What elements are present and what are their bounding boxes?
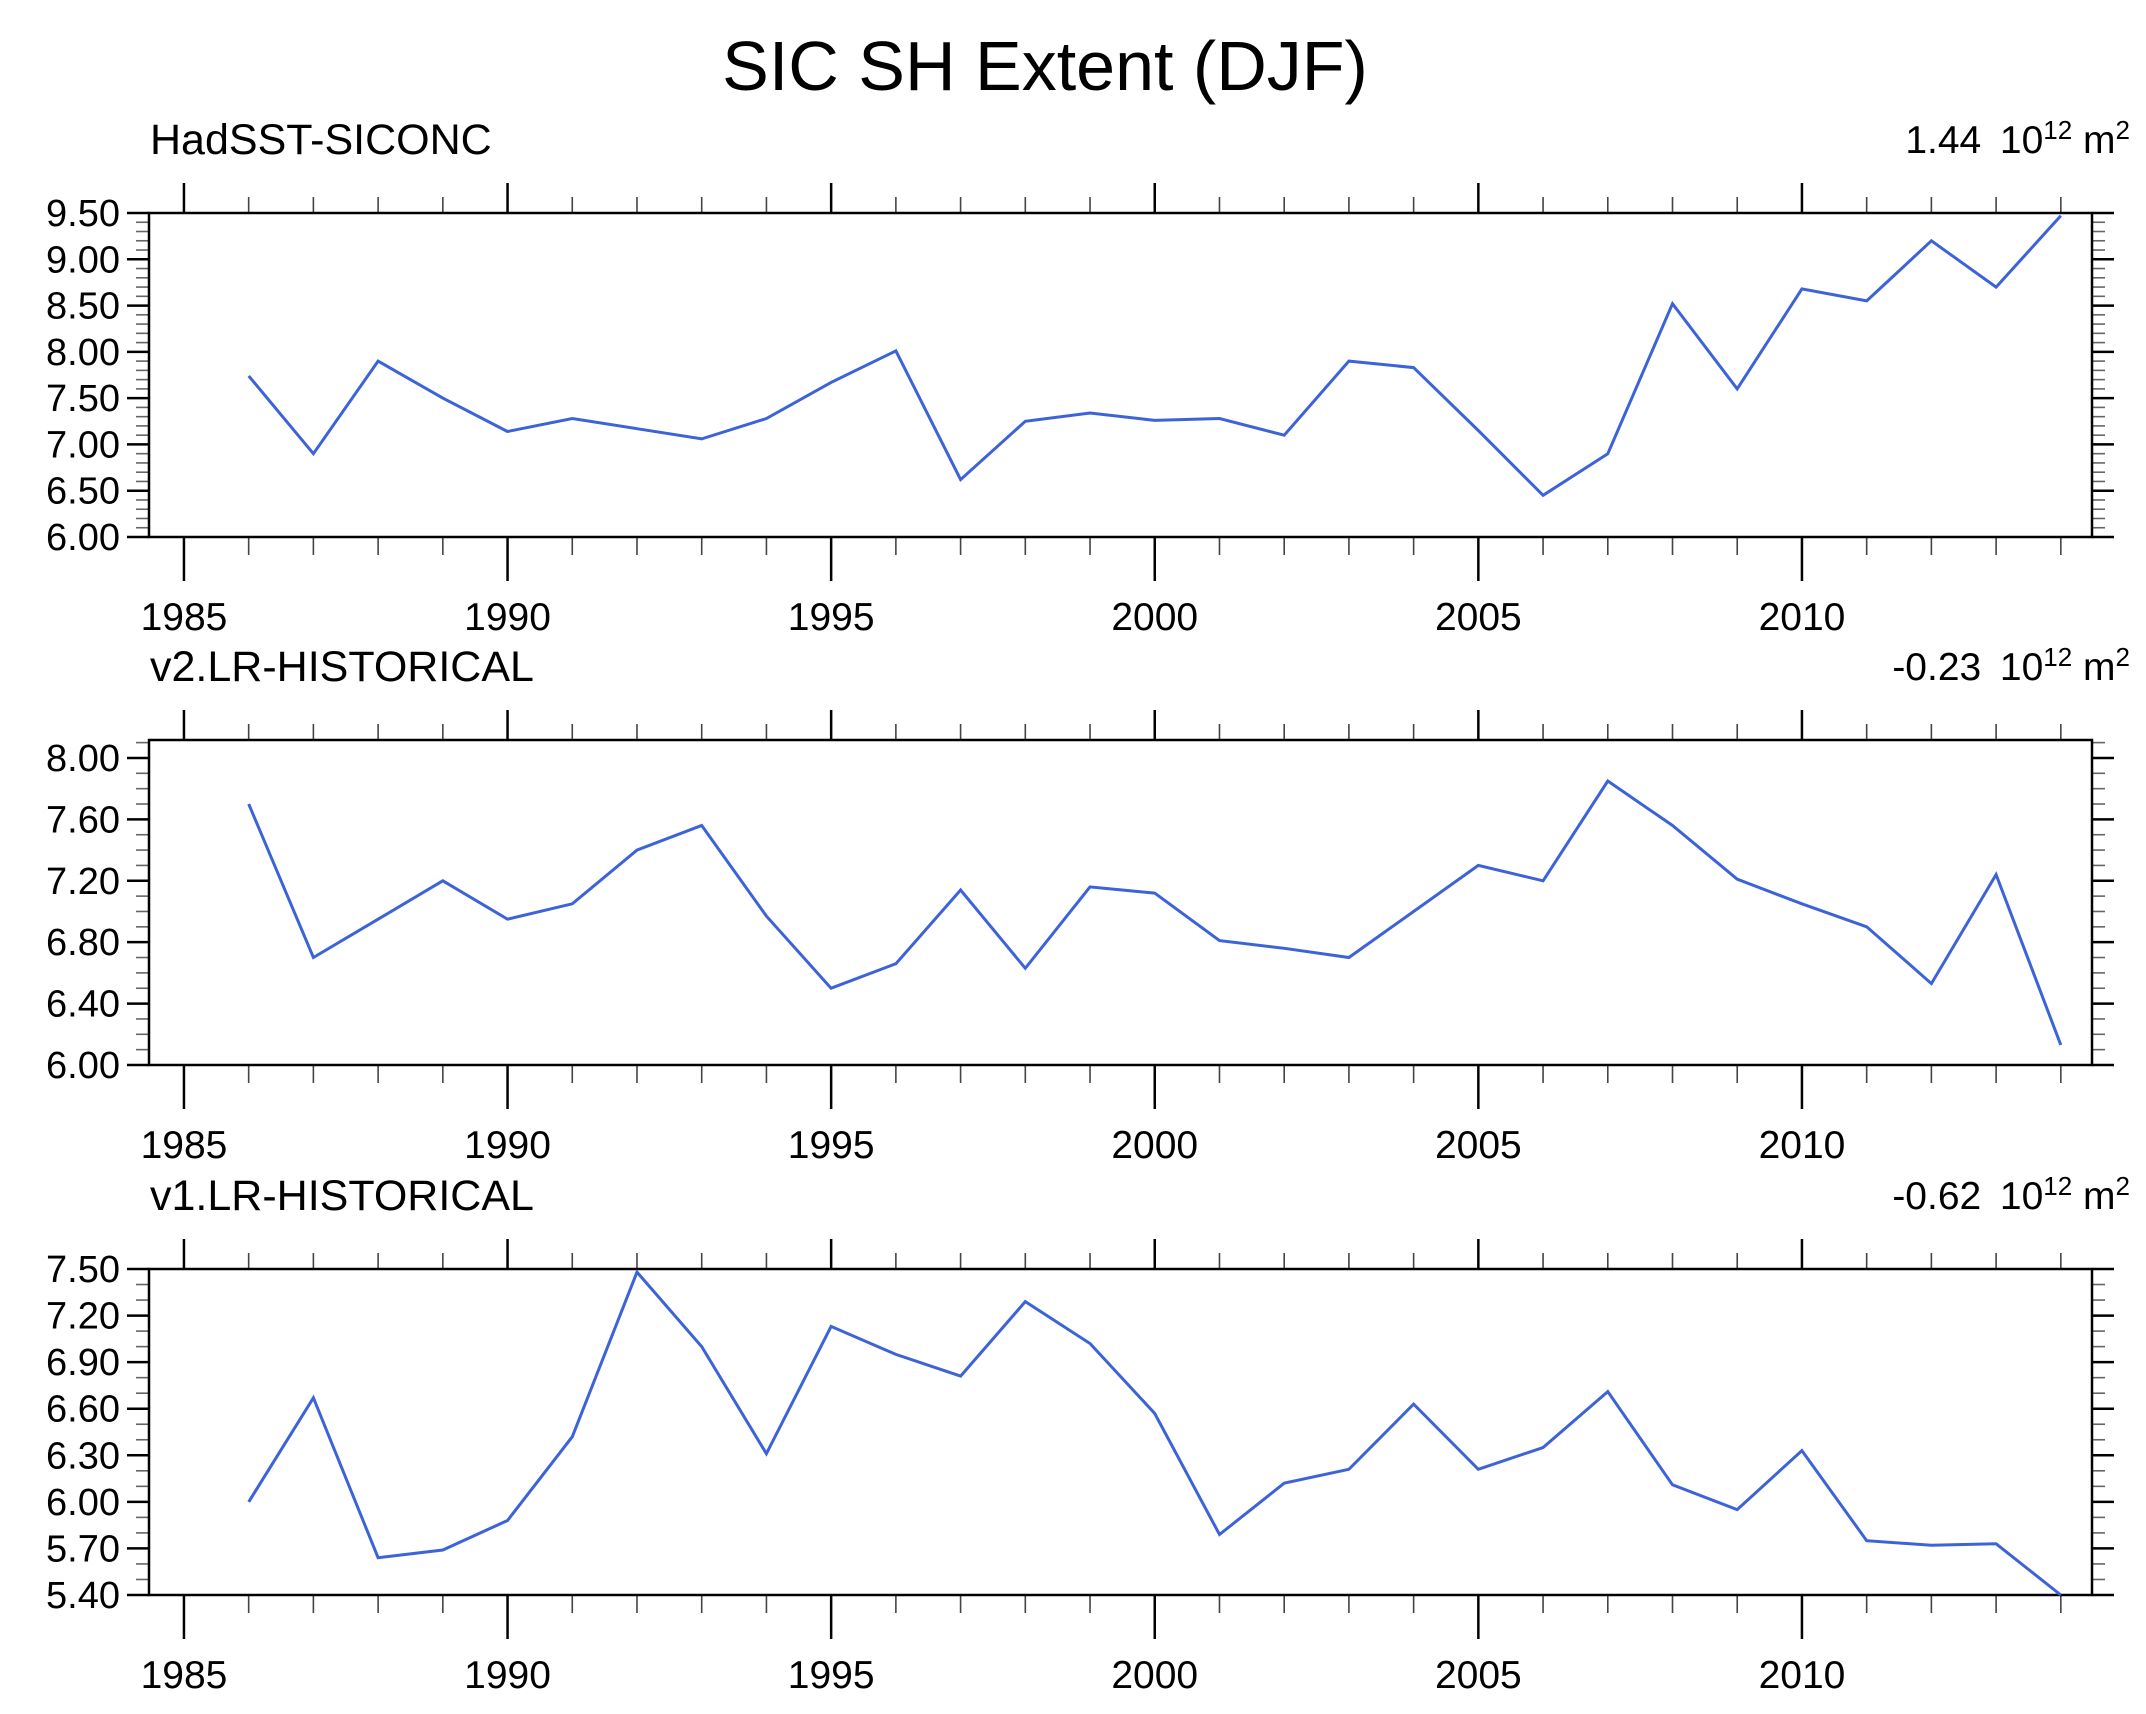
axis-box	[147, 1267, 2094, 1597]
x-tick-label: 1995	[788, 1654, 875, 1697]
x-tick-label: 2005	[1435, 1124, 1522, 1167]
axis-box	[147, 738, 2094, 1067]
y-tick-label: 6.80	[46, 922, 120, 964]
annotation-unit-exponent: 2	[2115, 115, 2130, 145]
y-tick-label: 7.20	[46, 1296, 120, 1338]
x-tick-label: 1990	[464, 596, 551, 639]
x-tick-label: 1990	[464, 1654, 551, 1697]
series-line	[247, 778, 2063, 1046]
axis-box	[147, 211, 2094, 539]
x-tick-label: 2005	[1435, 1654, 1522, 1697]
y-tick-label: 6.00	[46, 517, 120, 559]
y-tick-label: 7.50	[46, 378, 120, 420]
y-tick-label: 7.20	[46, 861, 120, 903]
series-line	[247, 1269, 2062, 1597]
y-tick-label: 8.00	[46, 332, 120, 374]
y-tick-label: 8.00	[46, 738, 120, 780]
y-tick-label: 6.60	[46, 1389, 120, 1431]
x-tick-label: 1985	[141, 1654, 228, 1697]
y-tick-label: 6.00	[46, 1045, 120, 1087]
y-tick-label: 5.70	[46, 1528, 120, 1570]
annotation-mantissa: 10	[1999, 1175, 2044, 1218]
x-tick-label: 2005	[1435, 596, 1522, 639]
x-tick-label: 2010	[1759, 1124, 1846, 1167]
x-tick-label: 1985	[141, 596, 228, 639]
annotation-exponent: 12	[2043, 1171, 2073, 1201]
x-tick-label: 2000	[1111, 1124, 1198, 1167]
x-tick-label: 1985	[141, 1124, 228, 1167]
annotation-exponent: 12	[2043, 115, 2073, 145]
annotation-unit: m	[2083, 119, 2116, 162]
y-tick-label: 8.50	[46, 286, 120, 328]
y-tick-label: 5.40	[46, 1575, 120, 1617]
x-tick-label: 2000	[1111, 1654, 1198, 1697]
x-tick-label: 1995	[788, 596, 875, 639]
series-line	[247, 214, 2062, 498]
annotation-mantissa: 10	[1999, 646, 2044, 689]
annotation-unit-exponent: 2	[2115, 1171, 2130, 1201]
annotation-unit: m	[2083, 646, 2116, 689]
panel3-title: v1.LR-HISTORICAL	[150, 1172, 534, 1220]
y-tick-label: 6.40	[46, 984, 120, 1026]
panel2-title: v2.LR-HISTORICAL	[150, 643, 534, 691]
y-tick-label: 7.00	[46, 424, 120, 466]
annotation-unit: m	[2083, 1175, 2116, 1218]
annotation-mantissa: 10	[1999, 119, 2044, 162]
panel1-trend-annotation: 1.44 1012 m2	[1905, 117, 2130, 163]
panel3-trend-annotation: -0.62 1012 m2	[1892, 1173, 2130, 1219]
y-tick-label: 6.30	[46, 1435, 120, 1477]
y-tick-label: 6.90	[46, 1342, 120, 1384]
page-title: SIC SH Extent (DJF)	[722, 27, 1368, 105]
y-tick-label: 7.60	[46, 799, 120, 841]
panel2-trend-annotation: -0.23 1012 m2	[1892, 644, 2130, 690]
x-tick-label: 2000	[1111, 596, 1198, 639]
annotation-value: -0.62	[1892, 1175, 1982, 1218]
y-tick-label: 9.50	[46, 193, 120, 235]
annotation-value: 1.44	[1905, 119, 1982, 162]
panel1-title: HadSST-SICONC	[150, 116, 492, 164]
y-tick-label: 6.50	[46, 471, 120, 513]
x-tick-label: 2010	[1759, 1654, 1846, 1697]
annotation-value: -0.23	[1892, 646, 1982, 689]
annotation-exponent: 12	[2043, 642, 2073, 672]
x-tick-label: 1990	[464, 1124, 551, 1167]
x-tick-label: 2010	[1759, 596, 1846, 639]
y-tick-label: 7.50	[46, 1249, 120, 1291]
x-tick-label: 1995	[788, 1124, 875, 1167]
y-tick-label: 6.00	[46, 1482, 120, 1524]
annotation-unit-exponent: 2	[2115, 642, 2130, 672]
y-tick-label: 9.00	[46, 239, 120, 281]
